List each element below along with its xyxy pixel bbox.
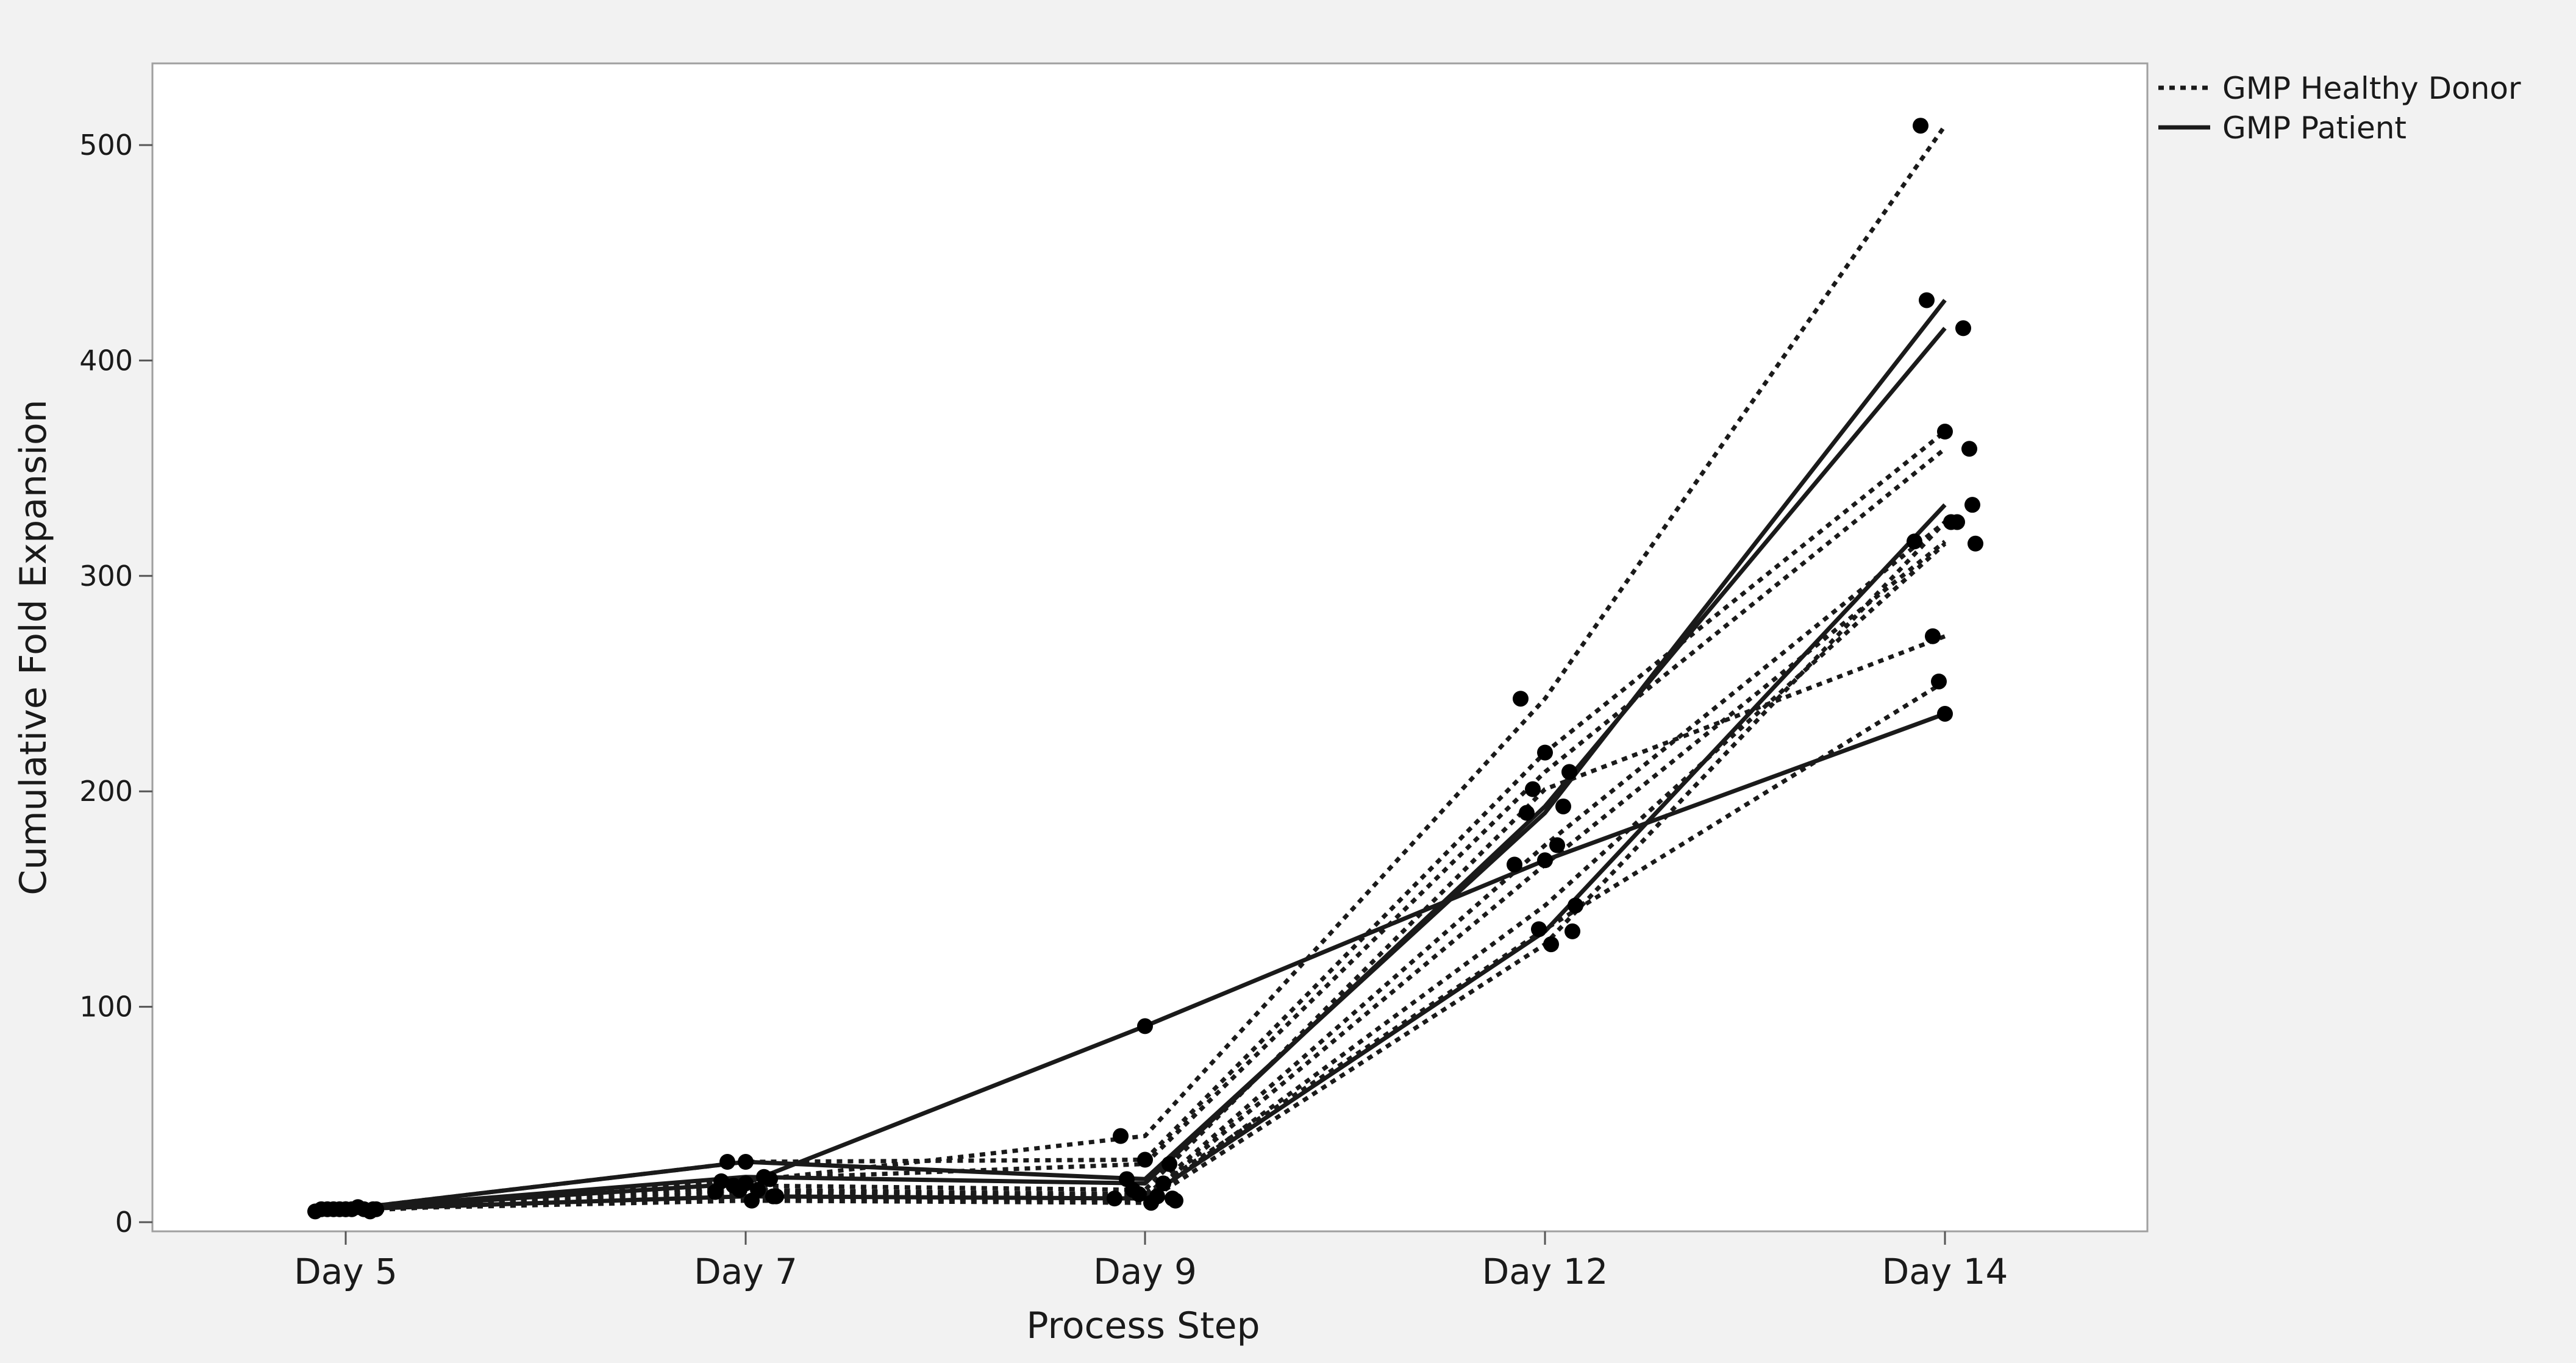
legend-label-healthy-donor: GMP Healthy Donor <box>2222 71 2521 106</box>
data-point <box>1137 1018 1153 1034</box>
y-tick-label: 500 <box>79 129 133 162</box>
data-point <box>1525 781 1541 797</box>
x-tick-label: Day 14 <box>1882 1251 2008 1292</box>
data-point <box>1561 764 1577 780</box>
data-point <box>1931 673 1947 689</box>
data-point <box>1968 535 1983 552</box>
y-tick-label: 300 <box>79 560 133 593</box>
data-point <box>1113 1128 1129 1144</box>
data-point <box>1519 805 1535 821</box>
data-point <box>1549 837 1565 853</box>
x-axis: Day 5 Day 7 Day 9 Day 12 Day 14 <box>294 1231 2008 1292</box>
data-point <box>719 1154 735 1170</box>
x-tick-label: Day 12 <box>1482 1251 1608 1292</box>
y-axis: 0 100 200 300 400 500 <box>79 129 152 1239</box>
data-point <box>1964 497 1980 513</box>
data-point <box>1925 628 1941 644</box>
data-point <box>1961 441 1977 457</box>
data-point <box>765 1188 781 1205</box>
data-point <box>1955 320 1971 336</box>
data-point <box>1937 424 1953 440</box>
data-point <box>1537 852 1553 869</box>
x-tick-label: Day 7 <box>694 1251 797 1292</box>
data-point <box>744 1192 760 1209</box>
y-axis-title: Cumulative Fold Expansion <box>12 399 55 895</box>
x-tick-label: Day 9 <box>1093 1251 1197 1292</box>
series-line-healthy-donor <box>345 680 1946 1212</box>
points-layer <box>307 118 1983 1220</box>
data-point <box>1919 292 1935 308</box>
plot-area <box>151 62 2149 1233</box>
series-line-healthy-donor <box>345 521 1947 1212</box>
legend-label-patient: GMP Patient <box>2222 110 2407 146</box>
data-point <box>1565 923 1580 939</box>
data-point <box>1543 936 1559 953</box>
data-point <box>1531 921 1547 938</box>
data-point <box>1137 1151 1153 1168</box>
data-point <box>1165 1190 1180 1207</box>
data-point <box>1907 533 1922 550</box>
data-point <box>1107 1190 1122 1207</box>
data-point <box>307 1203 323 1220</box>
data-point <box>1537 744 1553 761</box>
data-point <box>1937 705 1953 722</box>
data-point <box>319 1201 335 1217</box>
data-point <box>1507 856 1522 873</box>
data-point <box>1119 1171 1135 1187</box>
data-point <box>1943 514 1959 530</box>
data-point <box>338 1201 354 1217</box>
data-point <box>1555 798 1571 814</box>
y-tick-label: 0 <box>115 1206 133 1239</box>
data-point <box>1155 1175 1171 1192</box>
data-point <box>1161 1156 1177 1172</box>
legend: GMP Healthy Donor GMP Patient <box>2158 71 2521 146</box>
data-point <box>1913 118 1928 134</box>
series-line-patient <box>345 299 1947 1212</box>
data-point <box>1131 1186 1147 1203</box>
x-tick-label: Day 5 <box>294 1251 398 1292</box>
data-point <box>365 1201 381 1217</box>
y-tick-label: 100 <box>79 991 133 1023</box>
series-line-patient <box>345 327 1947 1212</box>
data-point <box>1513 691 1529 707</box>
data-point <box>738 1154 754 1170</box>
y-tick-label: 200 <box>79 775 133 808</box>
data-point <box>756 1169 772 1185</box>
x-axis-title: Process Step <box>1026 1304 1260 1347</box>
data-point <box>1568 897 1583 914</box>
data-point <box>1143 1195 1159 1211</box>
data-point <box>707 1184 723 1200</box>
data-point <box>738 1175 754 1192</box>
y-tick-label: 400 <box>79 344 133 377</box>
